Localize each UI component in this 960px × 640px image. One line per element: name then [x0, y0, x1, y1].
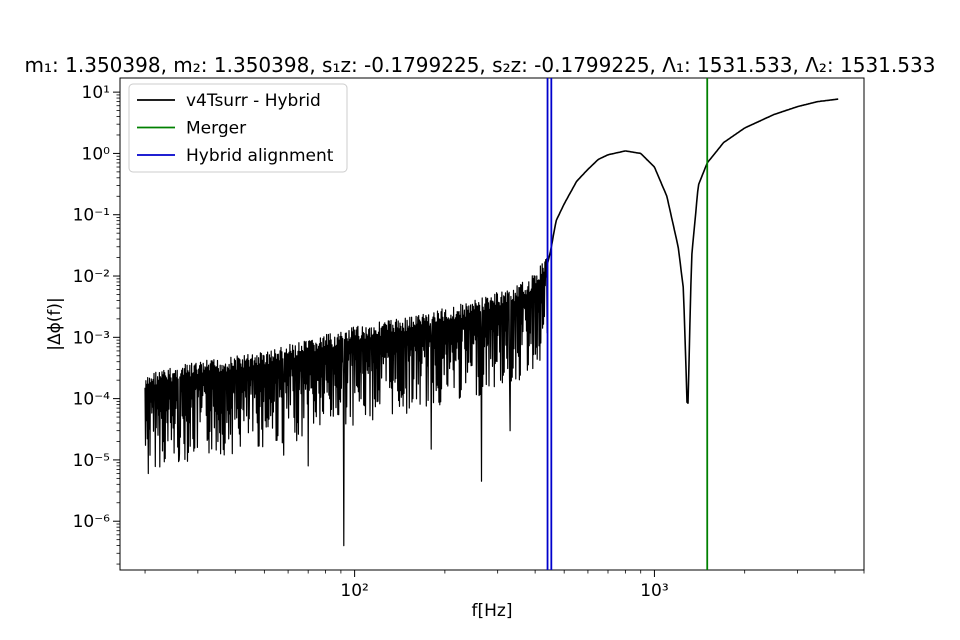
x-tick-label: 10³: [640, 581, 668, 601]
y-tick-label: 10⁻¹: [73, 206, 110, 226]
x-axis-label: f[Hz]: [472, 601, 513, 621]
x-tick-label: 10²: [340, 581, 368, 601]
y-tick-label: 10⁻⁴: [73, 390, 111, 410]
y-tick-label: 10¹: [82, 83, 110, 103]
reference-lines: [546, 78, 709, 570]
y-tick-label: 10⁻⁶: [73, 512, 111, 532]
series-line-1: [144, 258, 549, 547]
y-axis-label: |Δϕ(f)|: [45, 297, 65, 351]
y-tick-label: 10⁻⁵: [73, 451, 110, 471]
plot-area: [119, 77, 865, 571]
legend-label: v4Tsurr - Hybrid: [186, 91, 321, 111]
series-line-2: [546, 98, 839, 404]
legend: v4Tsurr - Hybrid Merger Hybrid alignment: [128, 83, 348, 173]
y-axis: 10⁻⁶ 10⁻⁵ 10⁻⁴ 10⁻³ 10⁻² 10⁻¹ 10⁰ 10¹: [73, 83, 120, 565]
series-layer: [144, 98, 839, 547]
legend-box: [128, 83, 348, 173]
y-tick-label: 10⁻²: [73, 267, 110, 287]
chart-title: m₁: 1.350398, m₂: 1.350398, s₁z: -0.1799…: [25, 53, 936, 77]
x-axis: 10² 10³: [144, 570, 865, 601]
legend-label: Hybrid alignment: [186, 146, 334, 166]
y-tick-label: 10⁰: [82, 144, 111, 164]
legend-label: Merger: [186, 119, 246, 139]
y-tick-label: 10⁻³: [73, 328, 110, 348]
